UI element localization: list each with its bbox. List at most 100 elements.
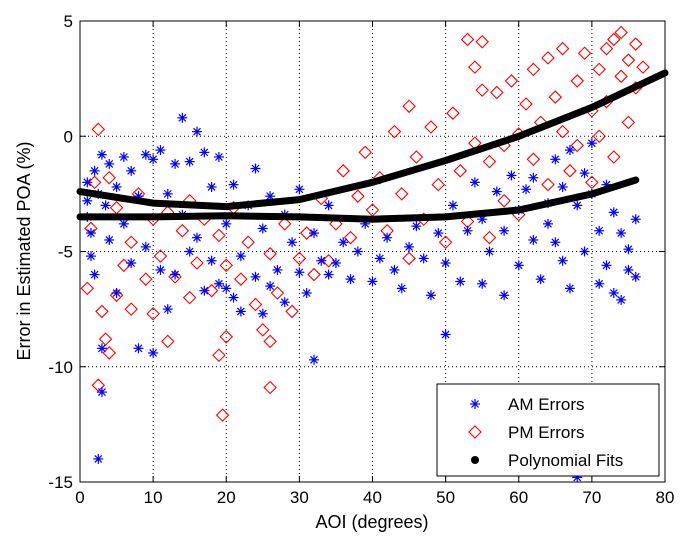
am-point — [104, 158, 115, 169]
legend-fit-label: Polynomial Fits — [508, 451, 623, 470]
am-point — [192, 232, 202, 243]
pm-point — [212, 228, 226, 243]
am-point — [96, 149, 107, 160]
pm-point — [402, 99, 416, 114]
am-point — [265, 281, 276, 292]
am-point — [367, 276, 378, 287]
pm-point — [431, 177, 446, 192]
am-point — [440, 329, 451, 340]
pm-point — [621, 53, 636, 67]
pm-point — [153, 249, 168, 263]
am-point — [572, 200, 583, 211]
pm-point — [292, 251, 307, 266]
fit-line-1 — [76, 69, 669, 211]
am-point — [89, 165, 100, 176]
am-point — [352, 246, 363, 257]
am-point — [192, 126, 202, 137]
y-axis-label: Error in Estimated POA (%) — [14, 141, 34, 360]
pm-point — [299, 226, 314, 240]
pm-point — [577, 46, 592, 61]
pm-point — [526, 62, 541, 77]
pm-point — [215, 408, 230, 422]
pm-point — [409, 150, 424, 164]
pm-point — [628, 37, 643, 51]
x-tick-label: 80 — [656, 488, 675, 507]
pm-point — [541, 51, 555, 65]
pm-point — [102, 170, 117, 185]
am-point — [228, 179, 239, 190]
am-point — [469, 177, 480, 188]
pm-point — [592, 129, 606, 144]
am-point — [100, 200, 111, 211]
pm-point — [351, 189, 365, 203]
am-point — [564, 283, 575, 294]
am-point — [601, 260, 612, 271]
pm-point — [563, 164, 577, 178]
legend-am-asterisk — [470, 399, 480, 409]
am-point — [345, 274, 356, 285]
am-point — [477, 278, 488, 289]
am-point — [616, 228, 627, 239]
am-point — [162, 304, 173, 315]
am-point — [309, 354, 319, 365]
pm-point — [453, 164, 468, 178]
am-point — [140, 149, 151, 160]
am-point — [287, 237, 298, 248]
pm-point — [497, 194, 511, 208]
am-point — [608, 287, 619, 298]
am-point — [272, 264, 283, 275]
pm-point — [607, 150, 621, 164]
am-point — [206, 255, 217, 266]
pm-point — [307, 267, 321, 282]
pm-point — [599, 41, 614, 56]
am-point — [170, 269, 181, 280]
pm-point — [270, 286, 285, 300]
am-point — [177, 112, 188, 123]
pm-point — [621, 115, 636, 130]
am-point — [96, 343, 107, 354]
pm-point — [475, 34, 489, 49]
pm-point — [124, 235, 138, 250]
legend-am-label: AM Errors — [508, 395, 585, 414]
pm-point — [263, 380, 277, 395]
legend-pm-marker — [468, 425, 482, 439]
x-tick-label: 0 — [75, 488, 84, 507]
pm-point — [636, 60, 650, 74]
x-tick-label: 60 — [509, 488, 528, 507]
legend-pm-label: PM Errors — [508, 423, 585, 442]
pm-point — [482, 230, 497, 245]
am-point — [111, 181, 122, 192]
pm-point — [519, 97, 533, 111]
pm-point — [139, 272, 153, 286]
legend-fit-marker — [471, 456, 479, 464]
pm-point — [394, 187, 409, 201]
legend: AM Errors PM Errors Polynomial Fits — [436, 383, 660, 477]
y-tick-label: -10 — [48, 358, 73, 377]
am-point — [528, 172, 539, 183]
am-point — [199, 147, 210, 158]
am-point — [228, 292, 239, 303]
am-point — [294, 267, 305, 278]
am-point — [85, 251, 96, 262]
pm-point — [234, 272, 248, 286]
pm-point — [387, 124, 402, 139]
pm-point — [475, 83, 489, 97]
am-point — [126, 165, 137, 176]
am-point — [265, 191, 276, 202]
am-point — [623, 264, 634, 275]
pm-point — [277, 217, 292, 231]
am-point — [630, 214, 641, 225]
am-point — [323, 200, 334, 211]
pm-point — [614, 69, 628, 84]
am-point — [513, 260, 524, 271]
pm-point — [212, 348, 226, 363]
pm-point — [358, 145, 372, 160]
am-point — [623, 244, 634, 255]
am-point — [294, 184, 305, 195]
pm-point — [329, 217, 343, 231]
am-point — [93, 453, 104, 464]
pm-point — [256, 323, 270, 337]
am-point — [594, 225, 605, 236]
am-point — [630, 271, 641, 282]
am-point — [250, 271, 261, 282]
